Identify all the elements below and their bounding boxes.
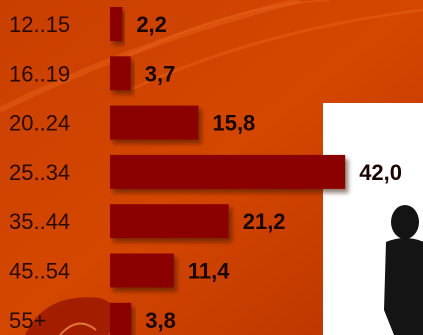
value-label: 11,4	[188, 259, 230, 284]
category-label: 12..15	[9, 12, 70, 37]
category-label: 16..19	[9, 61, 70, 86]
value-label: 21,2	[243, 209, 286, 234]
value-label: 3,8	[145, 308, 176, 333]
category-label: 45..54	[9, 259, 70, 284]
value-label: 42,0	[359, 160, 402, 185]
bar	[110, 154, 346, 189]
bar	[110, 204, 229, 239]
bar	[110, 56, 131, 91]
value-labels: 2,2 3,7 15,8 42,0 21,2 11,4 3,8	[136, 12, 402, 333]
category-label: 25..34	[9, 160, 70, 185]
value-label: 15,8	[212, 111, 255, 136]
value-label: 3,7	[145, 61, 176, 86]
bar	[110, 7, 123, 41]
background-swooshes	[0, 0, 423, 113]
category-labels: 12..15 16..19 20..24 25..34 35..44 45..54 55+	[9, 12, 70, 333]
bar	[110, 105, 199, 140]
category-label: 55+	[9, 308, 46, 333]
bar	[110, 302, 132, 335]
swirl-decoration	[25, 297, 117, 335]
bar	[110, 253, 174, 288]
bars	[110, 7, 346, 335]
category-label: 20..24	[9, 111, 70, 136]
category-label: 35..44	[9, 209, 70, 234]
person-silhouette-icon	[384, 205, 423, 335]
value-label: 2,2	[136, 12, 167, 37]
